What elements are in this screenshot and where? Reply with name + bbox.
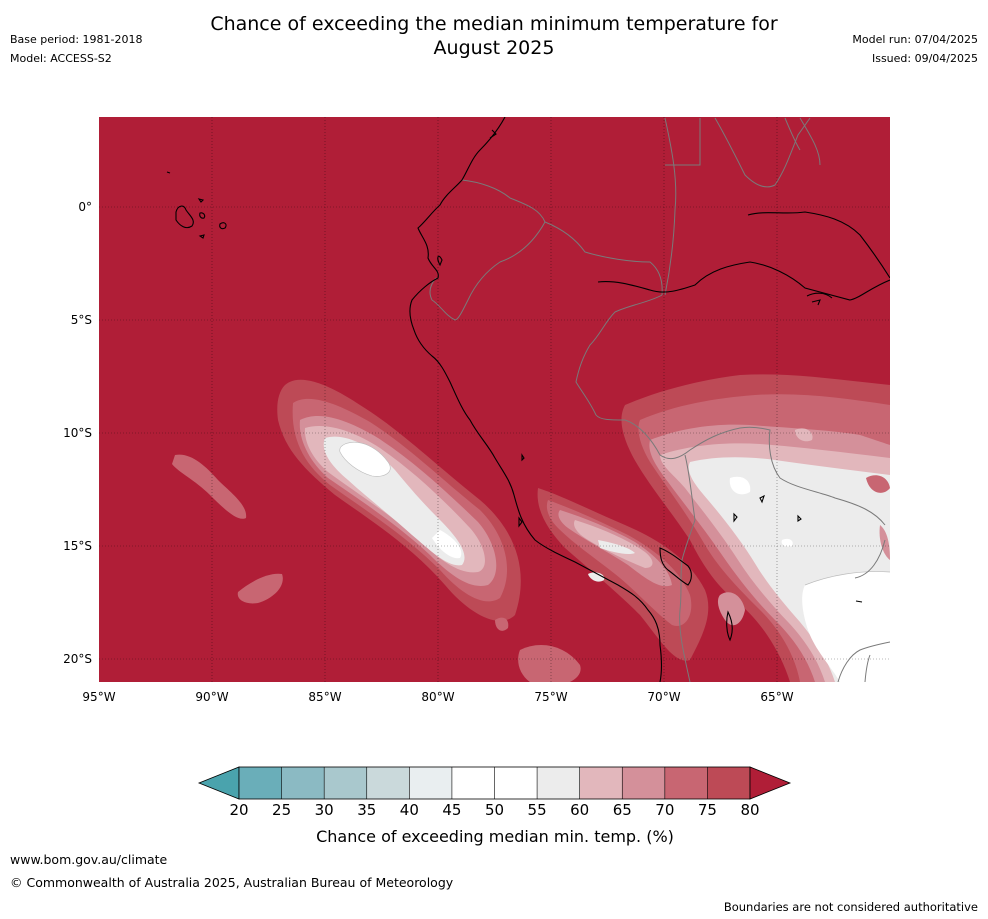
southwest-anomaly-region [237,573,283,604]
colorbar-swatch [494,767,538,799]
colorbar-swatch [707,767,750,799]
map-title: Chance of exceeding the median minimum t… [150,12,838,60]
map-title-line1: Chance of exceeding the median minimum t… [210,13,778,35]
colorbar-tick-label: 65 [612,801,632,819]
colorbar-swatch [579,767,623,799]
colorbar-swatch [664,767,708,799]
colorbar-swatch [409,767,452,799]
copyright-text: © Commonwealth of Australia 2025, Austra… [10,875,454,890]
colorbar-swatch [324,767,367,799]
website-text: www.bom.gov.au/climate [10,852,168,867]
south-coastal-anomaly-region [518,645,581,682]
colorbar-tick-label: 50 [484,801,505,819]
west-anomaly-region [172,454,247,519]
base-period-text: Base period: 1981-2018 [10,33,143,46]
lon-label-80w: 80°W [421,690,455,704]
colorbar-swatch [537,767,580,799]
colorbar [197,766,792,800]
south-small-anomaly-region [495,617,509,631]
model-text: Model: ACCESS-S2 [10,52,112,65]
lon-label-70w: 70°W [647,690,681,704]
lat-label-10s: 10°S [63,426,92,440]
colorbar-swatch [451,767,495,799]
lat-label-20s: 20°S [63,652,92,666]
coastline [166,117,890,682]
colorbar-tick-label: 20 [229,801,249,819]
lon-label-85w: 85°W [308,690,342,704]
colorbar-label: Chance of exceeding median min. temp. (%… [316,827,674,846]
colorbar-swatch [281,767,325,799]
colorbar-tick-label: 55 [527,801,547,819]
lat-label-5s: 5°S [70,313,92,327]
graticule [99,117,890,682]
colorbar-swatch [622,767,665,799]
lon-label-95w: 95°W [82,690,116,704]
colorbar-tick-label: 30 [314,801,334,819]
colorbar-tick-label: 40 [399,801,419,819]
continental-anomaly-region [621,374,890,682]
lon-label-65w: 65°W [760,690,794,704]
colorbar-tick-label: 45 [442,801,462,819]
issued-text: Issued: 09/04/2025 [871,52,978,65]
colorbar-swatch [239,767,282,799]
colorbar-tick-label: 60 [570,801,590,819]
country-borders [429,117,890,682]
colorbar-high-arrow [749,766,792,800]
disclaimer-text: Boundaries are not considered authoritat… [723,900,978,914]
colorbar-swatch [366,767,410,799]
map-title-line2: August 2025 [433,37,555,59]
lat-label-0: 0° [78,200,92,214]
colorbar-tick-label: 35 [357,801,377,819]
colorbar-tick-label: 70 [655,801,675,819]
model-run-text: Model run: 07/04/2025 [852,33,978,46]
lon-label-90w: 90°W [195,690,229,704]
pacific-anomaly-region [277,379,521,621]
colorbar-low-arrow [197,766,240,800]
lat-label-15s: 15°S [63,539,92,553]
lon-label-75w: 75°W [534,690,568,704]
colorbar-tick-label: 25 [272,801,292,819]
coastal-anomaly-region [537,488,709,661]
colorbar-tick-label: 75 [697,801,717,819]
colorbar-tick-label: 80 [740,801,760,819]
